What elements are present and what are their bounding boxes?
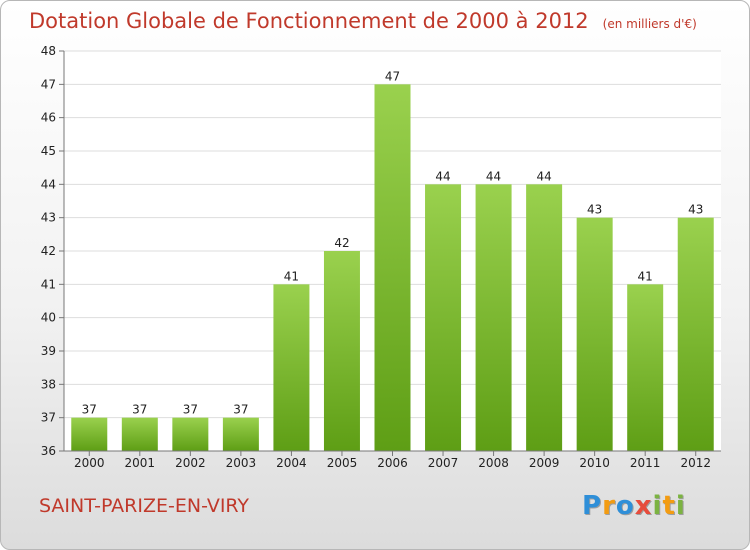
bar — [425, 184, 462, 452]
bar — [222, 417, 259, 451]
bar — [576, 217, 613, 451]
bar — [273, 284, 310, 451]
logo-letter: t — [662, 491, 676, 521]
data-label: 42 — [334, 236, 349, 250]
x-tick-label: 2012 — [680, 456, 711, 470]
data-label: 37 — [132, 403, 147, 417]
y-tick-label: 36 — [41, 444, 56, 458]
data-label: 44 — [536, 169, 551, 183]
commune-name: SAINT-PARIZE-EN-VIRY — [39, 495, 250, 517]
x-tick-label: 2008 — [478, 456, 509, 470]
proxiti-logo: Proxiti — [582, 491, 686, 521]
data-label: 37 — [82, 403, 97, 417]
x-tick-label: 2004 — [276, 456, 307, 470]
data-label: 44 — [435, 169, 450, 183]
data-label: 41 — [284, 269, 299, 283]
y-tick-label: 48 — [41, 44, 56, 58]
bar — [71, 417, 108, 451]
x-tick-label: 2011 — [630, 456, 661, 470]
x-tick-label: 2007 — [428, 456, 459, 470]
bar — [627, 284, 664, 451]
x-tick-label: 2003 — [226, 456, 257, 470]
x-tick-label: 2002 — [175, 456, 206, 470]
x-tick-label: 2005 — [327, 456, 358, 470]
y-tick-label: 38 — [41, 377, 56, 391]
logo-letter: i — [675, 491, 686, 521]
data-label: 44 — [486, 169, 501, 183]
logo-letter: r — [602, 491, 616, 521]
data-label: 37 — [183, 403, 198, 417]
y-tick-label: 43 — [41, 211, 56, 225]
x-tick-label: 2001 — [125, 456, 156, 470]
logo-letter: P — [582, 491, 603, 521]
x-tick-label: 2000 — [74, 456, 105, 470]
bar — [677, 217, 714, 451]
x-tick-label: 2009 — [529, 456, 560, 470]
y-tick-label: 46 — [41, 111, 56, 125]
y-tick-label: 44 — [41, 177, 56, 191]
y-tick-label: 37 — [41, 411, 56, 425]
bar — [121, 417, 158, 451]
y-tick-label: 41 — [41, 277, 56, 291]
bar — [475, 184, 512, 452]
data-label: 43 — [587, 203, 602, 217]
logo-letter: o — [615, 491, 635, 521]
x-tick-label: 2010 — [579, 456, 610, 470]
chart-title: Dotation Globale de Fonctionnement de 20… — [29, 9, 697, 33]
data-label: 41 — [638, 269, 653, 283]
data-label: 43 — [688, 203, 703, 217]
chart-unit-note: (en milliers d'€) — [602, 17, 697, 31]
y-tick-label: 42 — [41, 244, 56, 258]
y-tick-label: 45 — [41, 144, 56, 158]
bar — [323, 251, 360, 451]
y-tick-label: 47 — [41, 77, 56, 91]
data-label: 47 — [385, 69, 400, 83]
chart-title-text: Dotation Globale de Fonctionnement de 20… — [29, 9, 589, 33]
logo-letter: x — [634, 491, 653, 521]
logo-letter: i — [652, 491, 663, 521]
y-tick-label: 40 — [41, 311, 56, 325]
data-label: 37 — [233, 403, 248, 417]
y-tick-label: 39 — [41, 344, 56, 358]
bar — [374, 84, 411, 451]
bar — [172, 417, 209, 451]
x-tick-label: 2006 — [377, 456, 408, 470]
bar — [526, 184, 563, 452]
